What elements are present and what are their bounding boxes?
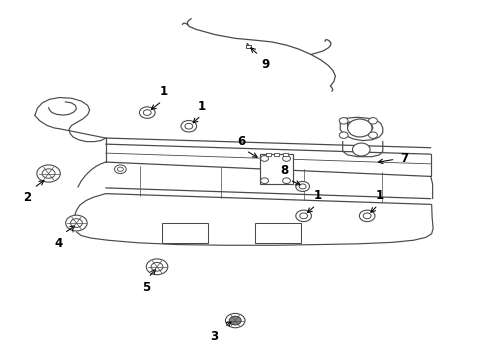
Text: 1: 1 [159,85,168,98]
Circle shape [115,165,126,174]
Circle shape [368,118,377,124]
Text: 2: 2 [24,192,32,204]
Circle shape [229,316,241,325]
Circle shape [363,213,371,219]
Circle shape [261,178,269,184]
Circle shape [71,219,82,228]
Circle shape [185,123,193,129]
Circle shape [339,132,348,138]
Bar [162,223,208,243]
Text: 4: 4 [54,237,63,250]
Circle shape [339,118,348,124]
Circle shape [230,317,241,324]
Circle shape [368,132,377,138]
Circle shape [140,107,155,118]
Text: 6: 6 [237,135,245,148]
Text: 9: 9 [261,58,270,71]
Text: 8: 8 [280,164,288,177]
Circle shape [300,213,308,219]
Circle shape [296,210,312,222]
Text: 5: 5 [142,281,150,294]
Circle shape [42,169,55,178]
Circle shape [283,156,291,161]
Bar [246,45,251,48]
Circle shape [147,259,168,275]
Circle shape [299,184,306,189]
Circle shape [118,167,123,171]
Bar [266,153,271,156]
Circle shape [37,165,60,182]
Circle shape [181,121,196,132]
Circle shape [66,215,87,231]
Text: 7: 7 [400,152,409,165]
Circle shape [144,110,151,116]
Text: 3: 3 [210,330,218,343]
Circle shape [347,119,372,137]
Circle shape [352,143,370,156]
Bar [260,154,293,184]
Bar [283,153,288,156]
Text: 1: 1 [198,100,206,113]
Text: 1: 1 [313,189,321,202]
Circle shape [151,262,163,271]
Circle shape [296,181,310,192]
Circle shape [283,178,291,184]
Bar [255,223,301,243]
Text: 1: 1 [375,189,384,202]
Bar [274,153,279,156]
Circle shape [359,210,375,222]
Circle shape [261,156,269,161]
Circle shape [225,314,245,328]
